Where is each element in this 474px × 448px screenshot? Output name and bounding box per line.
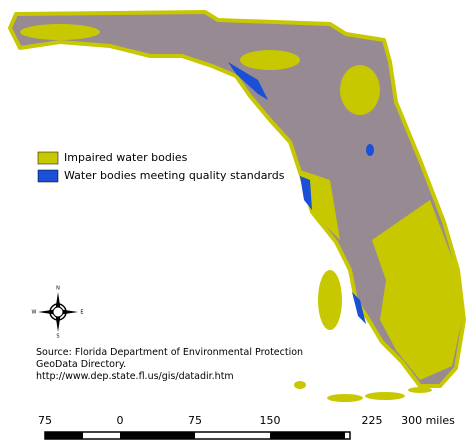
compass-label: S xyxy=(56,334,59,340)
scale-label: 225 xyxy=(362,414,383,427)
legend-swatch xyxy=(37,169,59,183)
legend-swatch xyxy=(37,151,59,165)
scale-label: 75 xyxy=(38,414,52,427)
scale-label: 150 xyxy=(260,414,281,427)
compass: N E S W xyxy=(32,286,84,340)
impaired-areas xyxy=(20,24,462,402)
scale-label: 75 xyxy=(188,414,202,427)
source-line: GeoData Directory. xyxy=(36,359,126,370)
compass-label: N xyxy=(56,286,60,292)
compass-label: W xyxy=(32,310,37,316)
legend-label: Impaired water bodies xyxy=(64,151,188,164)
source-line: http://www.dep.state.fl.us/gis/datadir.h… xyxy=(36,371,234,382)
scale-bar: 75 0 75 150 225 300 miles xyxy=(38,414,455,440)
source-note: Source: Florida Department of Environmen… xyxy=(36,347,303,382)
clean-water-areas xyxy=(228,62,374,324)
scale-label: 0 xyxy=(117,414,124,427)
scale-label: 300 miles xyxy=(401,414,455,427)
florida-map xyxy=(8,10,466,402)
source-line: Source: Florida Department of Environmen… xyxy=(36,347,303,358)
legend: Impaired water bodies Water bodies meeti… xyxy=(37,151,285,183)
legend-label: Water bodies meeting quality standards xyxy=(64,169,285,182)
compass-label: E xyxy=(80,310,83,316)
